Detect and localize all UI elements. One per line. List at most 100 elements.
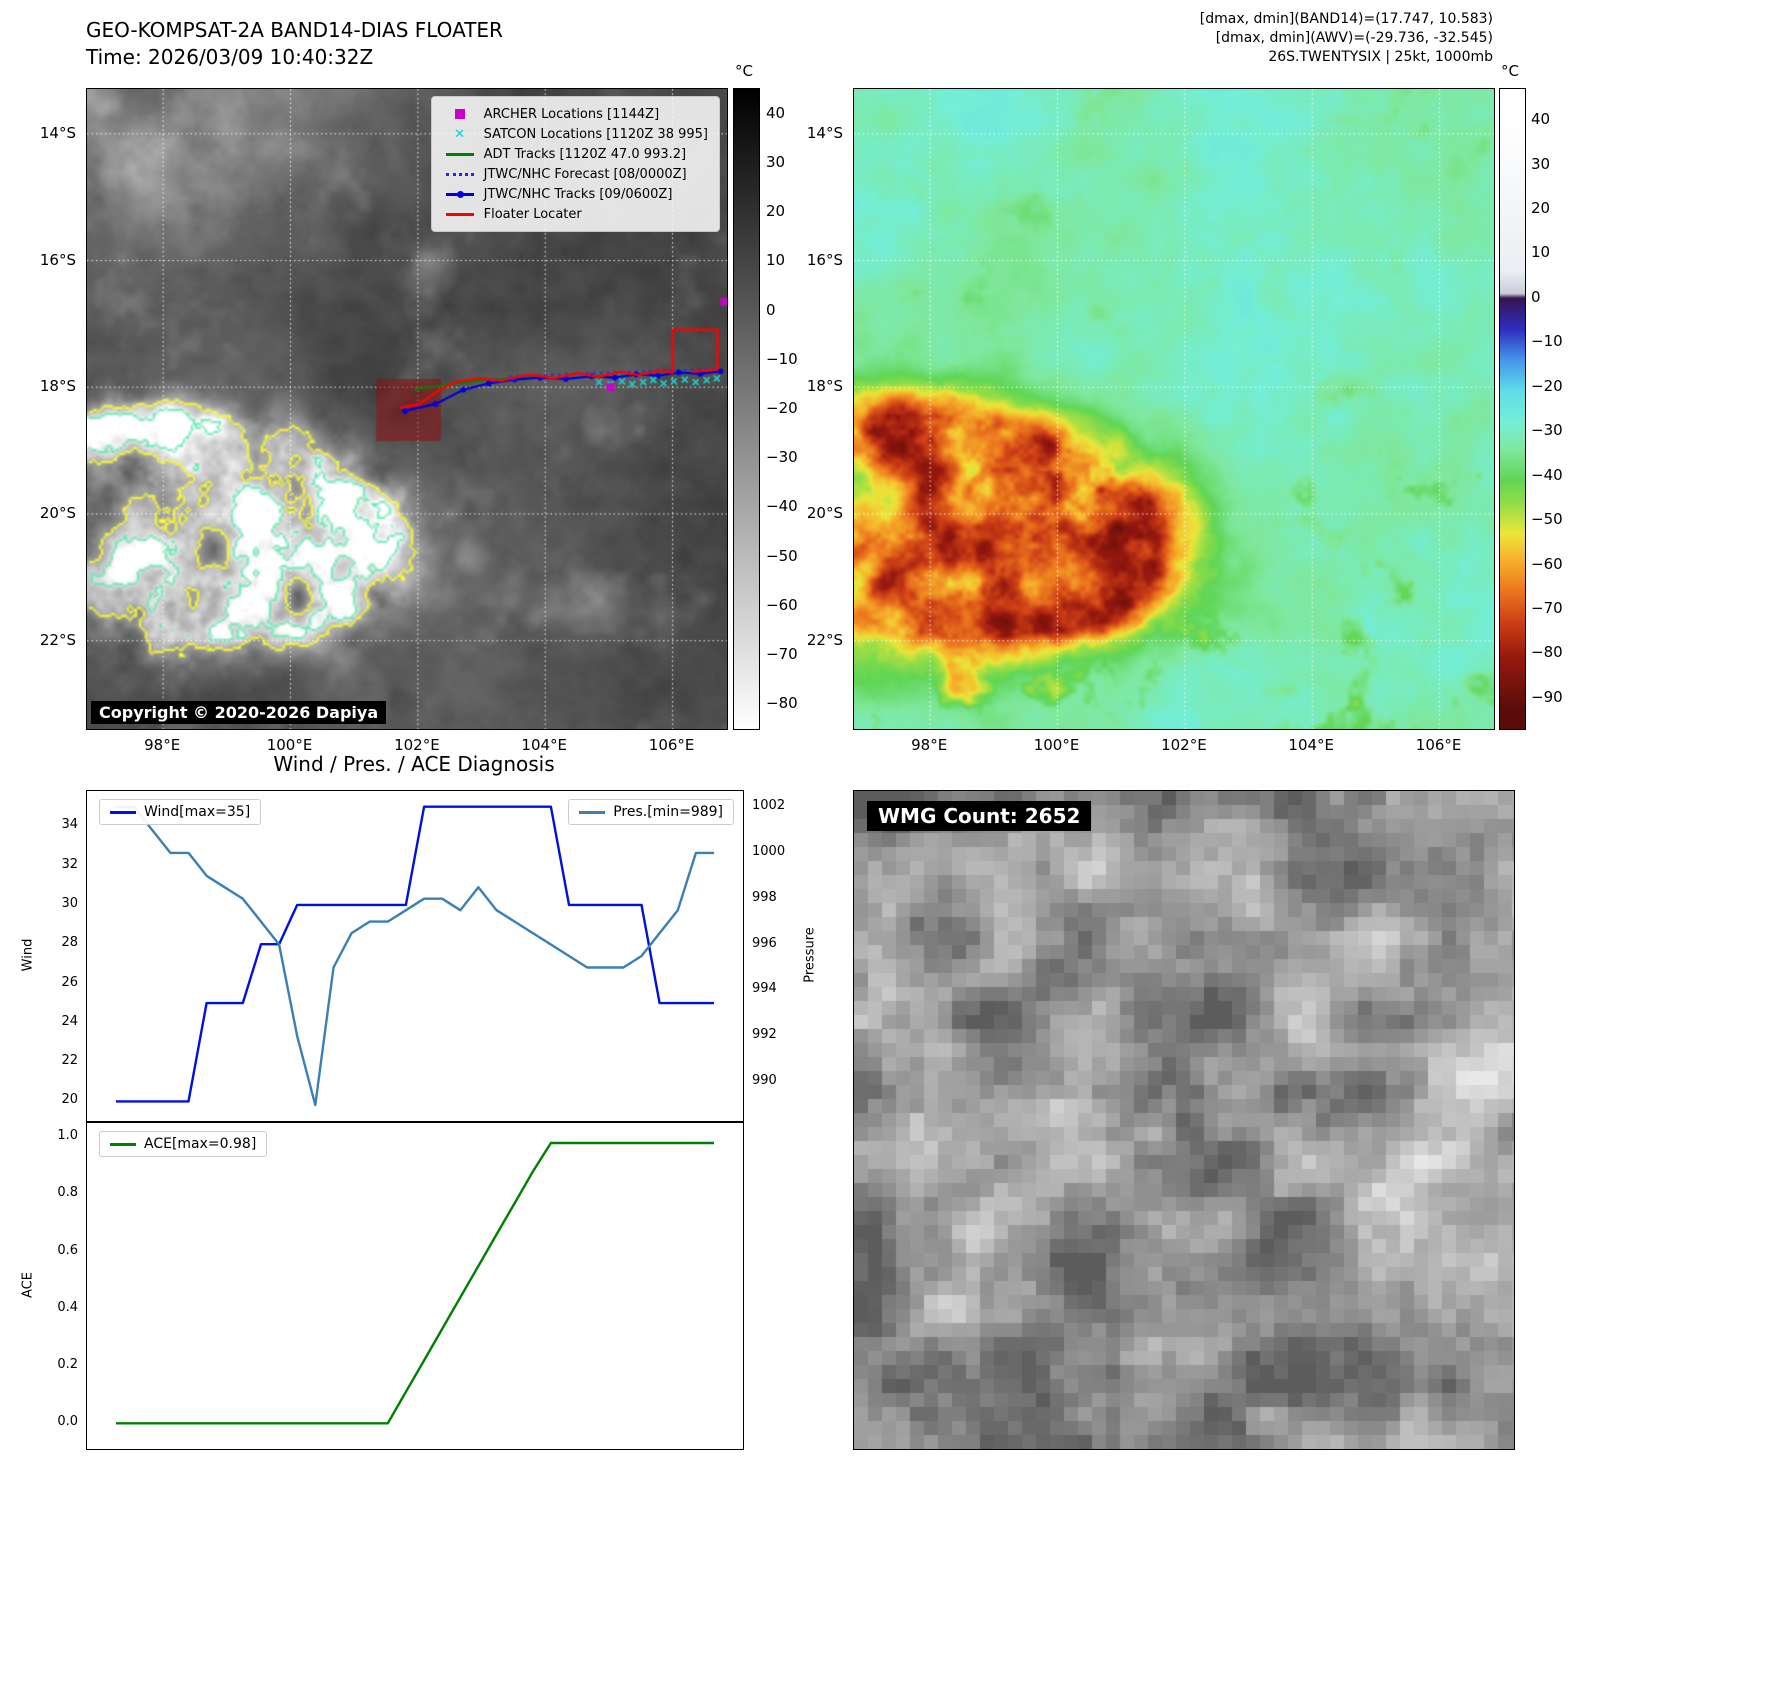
band14-lat-axis: 14°S 16°S 18°S 20°S 22°S <box>26 88 80 728</box>
axis-tick-label: 992 <box>752 1027 777 1043</box>
axis-tick-label: 994 <box>752 981 777 997</box>
axis-tick-label: 996 <box>752 935 777 951</box>
lon-tick-label: 104°E <box>1288 736 1335 754</box>
colorbar-tick-label: 30 <box>1531 154 1551 173</box>
colorbar-tick-label: −50 <box>1531 510 1563 529</box>
colorbar-tick-label: 10 <box>1531 243 1551 262</box>
axis-tick-label: 0.0 <box>57 1414 78 1430</box>
pressure-legend-label: Pres.[min=989] <box>613 804 723 820</box>
band14-title: GEO-KOMPSAT-2A BAND14-DIAS FLOATER <box>86 18 503 42</box>
annotation-awv-range: [dmax, dmin](AWV)=(-29.736, -32.545) <box>1215 30 1493 46</box>
lon-tick-label: 104°E <box>521 736 568 754</box>
pressure-axis-ticks: 990 992 994 996 998 1000 1002 <box>748 790 800 1120</box>
colorbar-tick-label: −60 <box>766 595 798 614</box>
lon-tick-label: 98°E <box>144 736 181 754</box>
wind-legend: Wind[max=35] <box>99 799 262 825</box>
legend-item-label: ADT Tracks [1120Z 47.0 993.2] <box>483 146 687 162</box>
axis-tick-label: 0.6 <box>57 1242 78 1258</box>
lon-tick-label: 98°E <box>911 736 948 754</box>
lat-tick-label: 22°S <box>39 630 76 649</box>
band14-lon-axis: 98°E 100°E 102°E 104°E 106°E <box>86 734 728 754</box>
legend-item: ARCHER Locations [1144Z] <box>443 104 708 124</box>
annotation-band14-range: [dmax, dmin](BAND14)=(17.747, 10.583) <box>1199 11 1493 27</box>
wind-axis-label: Wind <box>20 938 36 972</box>
legend-marker-dotted-icon <box>443 172 477 176</box>
legend-item-label: JTWC/NHC Tracks [09/0600Z] <box>483 186 673 202</box>
wind-pressure-chart: Wind[max=35] Pres.[min=989] <box>86 790 744 1122</box>
legend-item: Floater Locater <box>443 204 708 224</box>
band14-satellite-map: ARCHER Locations [1144Z] ✕ SATCON Location… <box>86 88 728 730</box>
axis-tick-label: 998 <box>752 889 777 905</box>
copyright-badge: Copyright © 2020-2026 Dapiya <box>91 701 387 724</box>
lat-tick-label: 16°S <box>39 250 76 269</box>
annotation-storm-id: 26S.TWENTYSIX | 25kt, 1000mb <box>1268 49 1493 65</box>
axis-tick-label: 32 <box>61 856 78 872</box>
axis-tick-label: 34 <box>61 817 78 833</box>
legend-item: JTWC/NHC Forecast [08/0000Z] <box>443 164 708 184</box>
legend-marker-x-icon: ✕ <box>454 126 466 142</box>
lon-tick-label: 100°E <box>1033 736 1080 754</box>
colorbar-tick-label: 40 <box>766 103 786 122</box>
axis-tick-label: 0.4 <box>57 1299 78 1315</box>
colorbar-tick-label: −10 <box>1531 332 1563 351</box>
ace-legend-label: ACE[max=0.98] <box>144 1136 257 1152</box>
legend-item: JTWC/NHC Tracks [09/0600Z] <box>443 184 708 204</box>
awv-satellite-map <box>853 88 1495 730</box>
lat-tick-label: 18°S <box>39 377 76 396</box>
wind-axis-ticks: 20 22 24 26 28 30 32 34 <box>36 790 82 1120</box>
colorbar-tick-label: −30 <box>766 448 798 467</box>
band14-colorbar-unit: °C <box>735 62 753 80</box>
colorbar-tick-label: −30 <box>1531 421 1563 440</box>
axis-tick-label: 24 <box>61 1013 78 1029</box>
band14-colorbar <box>733 88 760 730</box>
band14-time-label: Time: 2026/03/09 10:40:32Z <box>86 45 374 69</box>
lon-tick-label: 106°E <box>1415 736 1462 754</box>
axis-tick-label: 1.0 <box>57 1128 78 1144</box>
lat-tick-label: 14°S <box>39 123 76 142</box>
diagnosis-title: Wind / Pres. / ACE Diagnosis <box>273 752 555 776</box>
colorbar-tick-label: −40 <box>1531 465 1563 484</box>
colorbar-tick-label: 20 <box>1531 199 1551 217</box>
lat-tick-label: 18°S <box>806 377 843 396</box>
colorbar-tick-label: −60 <box>1531 554 1563 573</box>
colorbar-tick-label: −80 <box>766 694 798 713</box>
ace-axis-label: ACE <box>20 1272 36 1298</box>
awv-colorbar <box>1499 88 1526 730</box>
map-legend: ARCHER Locations [1144Z] ✕ SATCON Location… <box>430 96 720 232</box>
colorbar-tick-label: −10 <box>766 349 798 368</box>
axis-tick-label: 990 <box>752 1073 777 1089</box>
awv-colorbar-ticks: 40 30 20 10 0 −10 −20 −30 −40 −50 −60 −70 −80 −90 <box>1531 88 1581 728</box>
ace-axis-ticks: 0.0 0.2 0.4 0.6 0.8 1.0 <box>36 1122 82 1448</box>
colorbar-tick-label: −50 <box>766 546 798 565</box>
axis-tick-label: 20 <box>61 1092 78 1108</box>
pressure-axis-label: Pressure <box>802 927 818 983</box>
axis-tick-label: 1002 <box>752 798 786 814</box>
ace-plot <box>116 1141 714 1425</box>
legend-marker-square-icon <box>443 109 477 119</box>
axis-tick-label: 0.8 <box>57 1185 78 1201</box>
lat-tick-label: 20°S <box>39 503 76 522</box>
lat-tick-label: 20°S <box>806 503 843 522</box>
axis-tick-label: 22 <box>61 1053 78 1069</box>
awv-satellite-image <box>854 89 1494 729</box>
lat-tick-label: 16°S <box>806 250 843 269</box>
colorbar-tick-label: −20 <box>1531 376 1563 395</box>
colorbar-tick-label: 0 <box>1531 287 1541 306</box>
ace-legend-swatch <box>110 1142 136 1146</box>
colorbar-tick-label: 10 <box>766 251 786 270</box>
legend-item: ADT Tracks [1120Z 47.0 993.2] <box>443 144 708 164</box>
colorbar-tick-label: −70 <box>1531 599 1563 617</box>
series-line <box>116 805 714 1107</box>
series-line <box>116 1141 714 1425</box>
awv-annotations: [dmax, dmin](BAND14)=(17.747, 10.583) [d… <box>853 10 1493 67</box>
band14-colorbar-ticks: 40 30 20 10 0 −10 −20 −30 −40 −50 −60 −70 −80 <box>766 88 816 728</box>
axis-tick-label: 0.2 <box>57 1357 78 1373</box>
wind-pressure-plot <box>116 805 714 1107</box>
colorbar-tick-label: −90 <box>1531 687 1563 706</box>
legend-item-label: ARCHER Locations [1144Z] <box>483 106 660 122</box>
ace-chart: ACE[max=0.98] <box>86 1122 744 1450</box>
awv-lat-axis: 14°S 16°S 18°S 20°S 22°S <box>793 88 847 728</box>
wind-legend-label: Wind[max=35] <box>144 804 251 820</box>
colorbar-tick-label: 40 <box>1531 110 1551 129</box>
lat-tick-label: 14°S <box>806 123 843 142</box>
